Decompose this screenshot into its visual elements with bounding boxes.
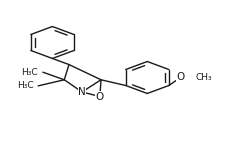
Text: O: O <box>176 73 185 82</box>
Text: O: O <box>96 92 104 102</box>
Text: N: N <box>78 87 86 97</box>
Text: CH₃: CH₃ <box>196 73 213 82</box>
Text: H₃C: H₃C <box>17 81 33 90</box>
Text: H₃C: H₃C <box>22 68 38 77</box>
